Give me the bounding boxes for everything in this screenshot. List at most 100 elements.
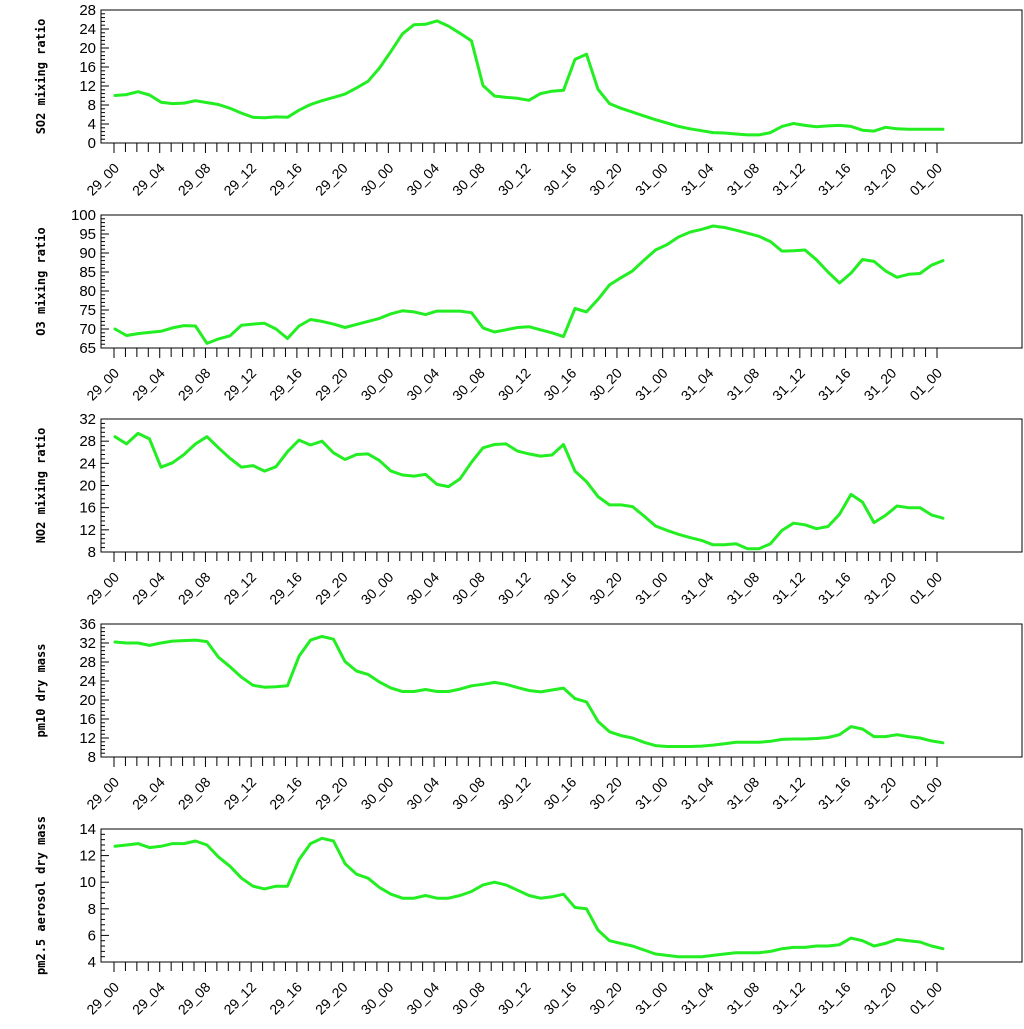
y-tick-label: 28 [79, 433, 96, 450]
x-tick-label: 29_08 [175, 569, 214, 608]
x-tick-label: 30_16 [540, 979, 579, 1018]
x-tick-label: 31_20 [861, 569, 900, 608]
x-tick-label: 30_04 [403, 365, 442, 404]
x-tick-label: 01_00 [906, 569, 945, 608]
x-tick-label: 29_20 [312, 160, 351, 199]
x-tick-label: 30_00 [358, 979, 397, 1018]
plot-frame [100, 623, 1023, 758]
y-tick-label: 24 [79, 21, 96, 38]
x-tick-label: 30_08 [449, 160, 488, 199]
y-axis-label: O3 mixing ratio [34, 227, 48, 335]
y-tick-label: 28 [79, 654, 96, 671]
x-tick-label: 30_16 [540, 160, 579, 199]
y-tick-label: 4 [88, 954, 96, 971]
x-tick-label: 29_04 [129, 979, 168, 1018]
x-tick-label: 31_20 [861, 365, 900, 404]
x-tick-label: 31_20 [861, 774, 900, 813]
y-tick-label: 10 [79, 874, 96, 891]
x-tick-label: 31_04 [678, 160, 717, 199]
y-tick-label: 14 [79, 821, 96, 838]
y-tick-label: 95 [79, 226, 96, 243]
y-tick-label: 32 [79, 635, 96, 652]
x-tick-label: 29_16 [266, 979, 305, 1018]
x-tick-label: 29_20 [312, 979, 351, 1018]
x-tick-label: 31_16 [815, 160, 854, 199]
x-tick-label: 30_08 [449, 979, 488, 1018]
series-line [113, 634, 945, 748]
y-tick-label: 16 [79, 711, 96, 728]
x-tick-label: 30_00 [358, 774, 397, 813]
x-tick-label: 30_12 [495, 569, 534, 608]
x-tick-label: 30_20 [586, 569, 625, 608]
x-tick-label: 30_08 [449, 569, 488, 608]
x-tick-label: 29_00 [83, 774, 122, 813]
x-tick-label: 31_08 [723, 774, 762, 813]
y-tick-label: 75 [79, 302, 96, 319]
y-tick-label: 70 [79, 321, 96, 338]
x-tick-label: 31_08 [723, 365, 762, 404]
x-tick-label: 31_12 [769, 774, 808, 813]
x-tick-label: 29_00 [83, 569, 122, 608]
x-tick-label: 29_16 [266, 774, 305, 813]
x-tick-label: 30_04 [403, 160, 442, 199]
x-tick-label: 31_20 [861, 979, 900, 1018]
x-tick-label: 29_04 [129, 774, 168, 813]
x-tick-label: 29_20 [312, 365, 351, 404]
y-tick-label: 65 [79, 340, 96, 357]
x-tick-label: 30_16 [540, 569, 579, 608]
y-tick-label: 80 [79, 283, 96, 300]
x-tick-label: 31_16 [815, 365, 854, 404]
y-tick-label: 0 [88, 135, 96, 152]
x-tick-label: 31_08 [723, 569, 762, 608]
x-tick-label: 31_16 [815, 774, 854, 813]
x-tick-label: 29_08 [175, 979, 214, 1018]
x-tick-label: 29_12 [220, 569, 259, 608]
x-tick-label: 29_12 [220, 365, 259, 404]
y-tick-label: 8 [88, 544, 96, 561]
x-tick-label: 30_08 [449, 774, 488, 813]
x-tick-label: 30_04 [403, 569, 442, 608]
x-tick-label: 01_00 [906, 365, 945, 404]
series-line [113, 431, 945, 551]
x-tick-label: 31_16 [815, 569, 854, 608]
x-tick-label: 29_08 [175, 160, 214, 199]
y-axis-label: pm2.5 aerosol dry mass [34, 816, 48, 975]
x-tick-label: 31_00 [632, 774, 671, 813]
y-tick-label: 36 [79, 616, 96, 633]
x-tick-label: 31_04 [678, 979, 717, 1018]
x-tick-label: 29_04 [129, 160, 168, 199]
x-tick-label: 31_04 [678, 774, 717, 813]
plot-frame [100, 9, 1023, 144]
y-tick-label: 20 [79, 478, 96, 495]
series-line [113, 224, 945, 345]
y-tick-label: 12 [79, 78, 96, 95]
y-tick-label: 90 [79, 245, 96, 262]
x-tick-label: 29_00 [83, 365, 122, 404]
x-tick-label: 30_12 [495, 160, 534, 199]
x-tick-label: 30_20 [586, 160, 625, 199]
x-tick-label: 31_12 [769, 979, 808, 1018]
y-tick-label: 12 [79, 730, 96, 747]
x-tick-label: 31_00 [632, 569, 671, 608]
x-tick-label: 29_16 [266, 365, 305, 404]
x-tick-label: 30_04 [403, 979, 442, 1018]
y-tick-label: 32 [79, 411, 96, 428]
x-tick-label: 31_12 [769, 365, 808, 404]
y-tick-label: 24 [79, 455, 96, 472]
x-tick-label: 01_00 [906, 160, 945, 199]
x-tick-label: 29_12 [220, 160, 259, 199]
x-tick-label: 30_16 [540, 365, 579, 404]
x-tick-label: 31_00 [632, 979, 671, 1018]
y-tick-label: 6 [88, 927, 96, 944]
x-tick-label: 31_00 [632, 365, 671, 404]
y-axis-label: NO2 mixing ratio [34, 428, 48, 544]
x-tick-label: 31_12 [769, 160, 808, 199]
x-tick-label: 30_20 [586, 365, 625, 404]
y-tick-label: 12 [79, 848, 96, 865]
y-tick-label: 16 [79, 500, 96, 517]
x-tick-label: 01_00 [906, 774, 945, 813]
y-tick-label: 85 [79, 264, 96, 281]
x-tick-label: 30_20 [586, 979, 625, 1018]
